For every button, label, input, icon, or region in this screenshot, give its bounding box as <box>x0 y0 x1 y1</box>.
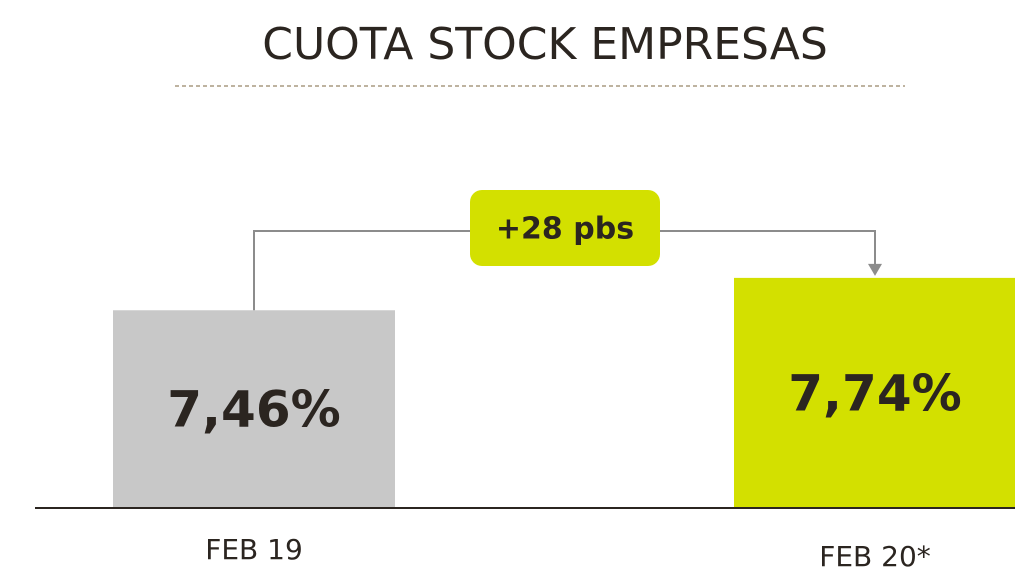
arrowhead <box>868 263 882 276</box>
bar <box>734 277 1015 508</box>
chart-title: CUOTA STOCK EMPRESAS <box>262 19 828 70</box>
annotation: +28 pbs <box>496 212 634 247</box>
connector <box>253 230 470 311</box>
bar <box>113 310 395 508</box>
value-label: 7,74% <box>788 364 961 422</box>
x-tick-label: FEB 20* <box>819 540 931 573</box>
annotation-box <box>470 190 660 266</box>
connector <box>660 230 876 266</box>
value-label: 7,46% <box>167 381 340 439</box>
x-tick-label: FEB 19 <box>205 533 303 566</box>
